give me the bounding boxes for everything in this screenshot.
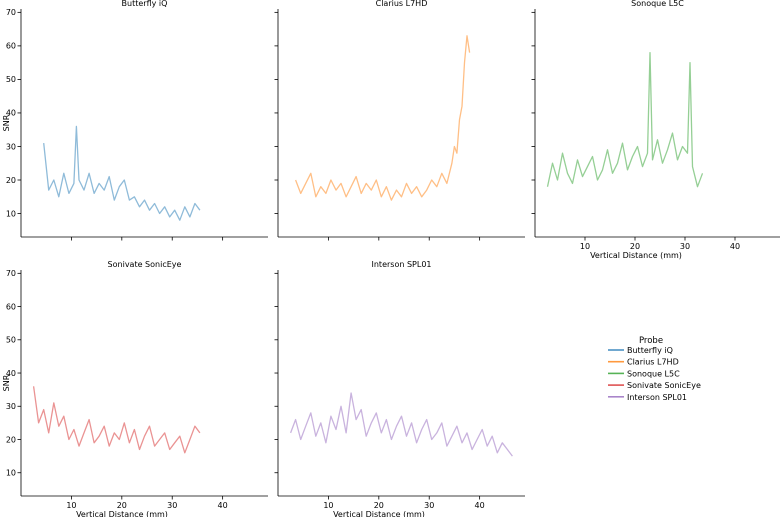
panel-title: Sonoque L5C	[631, 0, 684, 8]
y-tick-label: 70	[6, 8, 16, 17]
legend-label-interson-spl01: Interson SPL01	[627, 393, 687, 402]
y-tick-label: 70	[6, 269, 16, 278]
y-tick-label: 50	[6, 75, 16, 84]
x-tick-label: 10	[66, 501, 76, 510]
x-tick-label: 40	[730, 242, 740, 251]
y-tick-label: 60	[6, 42, 16, 51]
y-tick-label: 20	[6, 435, 16, 444]
series-line-interson-spl01	[289, 392, 513, 457]
panel-title: Butterfly iQ	[122, 0, 168, 8]
x-tick-label: 30	[167, 501, 177, 510]
y-tick-label: 10	[6, 469, 16, 478]
panel-title: Sonivate SonicEye	[108, 260, 182, 269]
x-tick-label: 30	[680, 242, 690, 251]
legend-label-sonoque-l5c: Sonoque L5C	[627, 369, 680, 378]
y-tick-label: 10	[6, 209, 16, 218]
series-line-sonivate-soniceye	[32, 386, 201, 454]
legend-label-butterfly-iq: Butterfly iQ	[627, 346, 673, 355]
panel-sonoque-l5c: Sonoque L5C 10 20 30 40 Vertical Distance (mm…	[531, 0, 780, 260]
panel-clarius-l7hd: Clarius L7HD	[274, 0, 525, 241]
y-tick-label: 30	[6, 402, 16, 411]
y-tick-label: 20	[6, 176, 16, 185]
series-line-butterfly-iq	[43, 125, 201, 221]
x-tick-label: 20	[374, 501, 384, 510]
legend-title: Probe	[639, 336, 663, 346]
legend-entries: Butterfly iQ Clarius L7HD Sonoque L5C Soniv…	[608, 346, 701, 402]
x-axis-label: Vertical Distance (mm)	[333, 510, 425, 517]
x-tick-label: 40	[475, 501, 485, 510]
x-tick-label: 10	[580, 242, 590, 251]
series-line-clarius-l7hd	[294, 35, 471, 201]
legend: Probe Butterfly iQ Clarius L7HD Sonoque L5…	[608, 336, 701, 402]
y-tick-label: 60	[6, 302, 16, 311]
legend-label-sonivate-soniceye: Sonivate SonicEye	[627, 381, 701, 390]
y-tick-label: 40	[6, 369, 16, 378]
x-tick-label: 20	[117, 501, 127, 510]
x-tick-label: 30	[424, 501, 434, 510]
y-tick-label: 50	[6, 336, 16, 345]
y-axis-label: SNR	[2, 374, 11, 391]
y-tick-label: 40	[6, 109, 16, 118]
series-line-sonoque-l5c	[546, 51, 704, 188]
legend-label-clarius-l7hd: Clarius L7HD	[627, 358, 679, 367]
x-tick-label: 40	[218, 501, 228, 510]
y-tick-label: 30	[6, 142, 16, 151]
y-axis-label: SNR	[2, 114, 11, 131]
x-tick-label: 10	[323, 501, 333, 510]
panel-butterfly-iq: Butterfly iQ 10 20 30 40 50 60 70 SNR	[2, 0, 268, 241]
panel-title: Clarius L7HD	[376, 0, 428, 8]
x-axis-label: Vertical Distance (mm)	[76, 510, 168, 517]
x-tick-label: 20	[630, 242, 640, 251]
x-axis-label: Vertical Distance (mm)	[590, 251, 682, 260]
panel-title: Interson SPL01	[372, 260, 432, 269]
panel-interson-spl01: Interson SPL01 10 20 30 40 Vertical Distance …	[274, 260, 525, 517]
